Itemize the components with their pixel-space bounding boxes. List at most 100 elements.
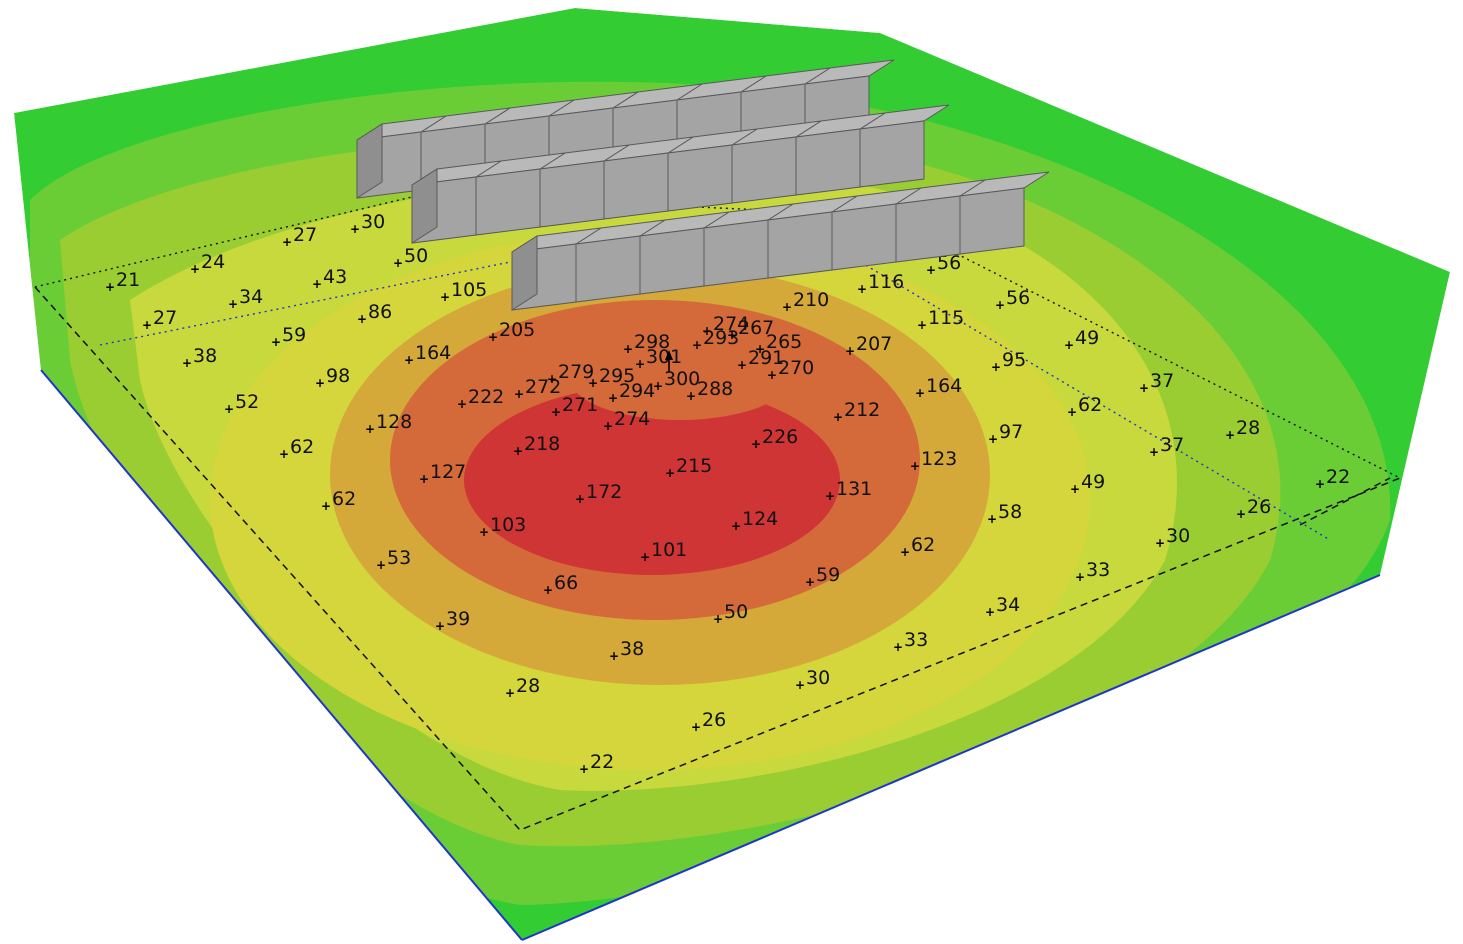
point-marker: + [825,489,835,503]
point-value: 97 [999,421,1023,443]
data-point: +49 [1070,471,1105,496]
data-point: +172 [575,481,622,506]
point-value: 28 [1236,417,1260,439]
data-point: +207 [845,333,892,358]
data-point: +116 [857,271,904,296]
point-marker: + [767,368,777,382]
point-value: 274 [614,408,650,430]
point-marker: + [282,235,292,249]
box-front-face [603,152,669,220]
data-point: +265 [755,331,802,356]
data-point: +52 [224,391,259,416]
obstacle-box [667,128,758,212]
point-marker: + [551,405,561,419]
obstacle-box [639,211,730,295]
data-point: +22 [1315,466,1350,491]
data-point: +50 [393,245,428,270]
point-value: 39 [446,608,470,630]
point-marker: + [419,472,429,486]
data-point: +267 [727,317,774,342]
point-marker: + [988,432,998,446]
data-point: +38 [609,638,644,663]
point-marker: + [228,297,238,311]
data-point: +26 [1236,496,1271,521]
point-value: 212 [844,399,880,421]
point-value: 131 [836,478,872,500]
data-point: +300 [653,368,700,393]
point-value: 56 [937,252,961,274]
grid-dashed-boundary [34,286,1401,831]
point-value: 34 [239,286,263,308]
point-marker: + [857,282,867,296]
point-value: 101 [651,539,687,561]
data-point: +164 [915,375,962,400]
point-value: 30 [361,211,385,233]
data-point: +58 [987,501,1022,526]
data-point: +164 [404,342,451,367]
point-marker: + [987,512,997,526]
point-value: 295 [599,365,635,387]
point-value: 49 [1075,327,1099,349]
data-point: +301 [635,346,682,371]
data-point: +62 [1067,394,1102,419]
data-point: +21 [105,269,140,294]
point-value: 58 [998,501,1022,523]
point-marker: + [365,422,375,436]
box-front-face [703,219,769,287]
obstacle-box [356,115,447,199]
point-value: 271 [562,394,598,416]
point-marker: + [702,324,712,338]
point-value: 22 [1326,466,1350,488]
data-point: +28 [505,675,540,700]
data-point: +43 [312,266,347,291]
point-value: 56 [1006,287,1030,309]
point-marker: + [692,338,702,352]
point-marker: + [713,612,723,626]
point-marker: + [995,298,1005,312]
box-front-face [639,227,705,295]
point-value: 116 [868,271,904,293]
point-marker: + [579,762,589,776]
point-value: 59 [816,564,840,586]
point-marker: + [190,262,200,276]
point-marker: + [404,353,414,367]
data-point: +34 [228,286,263,311]
grid-dotted-blue-left [99,254,546,346]
ground-plane [14,8,1450,941]
point-marker: + [795,678,805,692]
point-marker: + [1075,570,1085,584]
value-labels: +30+ 27+ 24+ 21+ 50+ 43+ 34+ 27+ 105+ 86+ 59+ 38+ 20… [105,211,1350,776]
point-marker: + [543,583,553,597]
point-value: 95 [1002,349,1026,371]
point-marker: + [376,558,386,572]
point-value: 222 [468,386,504,408]
point-marker: + [686,389,696,403]
point-marker: + [105,280,115,294]
data-point: +279 [547,361,594,386]
box-front-face [575,235,641,303]
point-value: 33 [1086,559,1110,581]
point-value: 62 [1078,394,1102,416]
data-point: +288 [686,378,733,403]
point-marker: + [357,312,367,326]
point-value: 27 [293,224,317,246]
point-value: 127 [430,461,466,483]
data-point: +274 [603,408,650,433]
point-marker: + [985,605,995,619]
point-marker: + [910,459,920,473]
point-marker: + [653,379,663,393]
point-value: 21 [116,269,140,291]
point-marker: + [635,357,645,371]
point-marker: + [182,356,192,370]
point-value: 218 [524,433,560,455]
data-point: +39 [435,608,470,633]
point-value: 128 [376,411,412,433]
data-point: +95 [991,349,1026,374]
point-value: 22 [590,751,614,773]
grid-dashed-right [1299,477,1391,526]
data-point: +56 [926,252,961,277]
data-point: +24 [190,251,225,276]
obstacle-box [603,136,694,220]
box-front-face [895,195,961,263]
box-side-face [411,168,438,244]
